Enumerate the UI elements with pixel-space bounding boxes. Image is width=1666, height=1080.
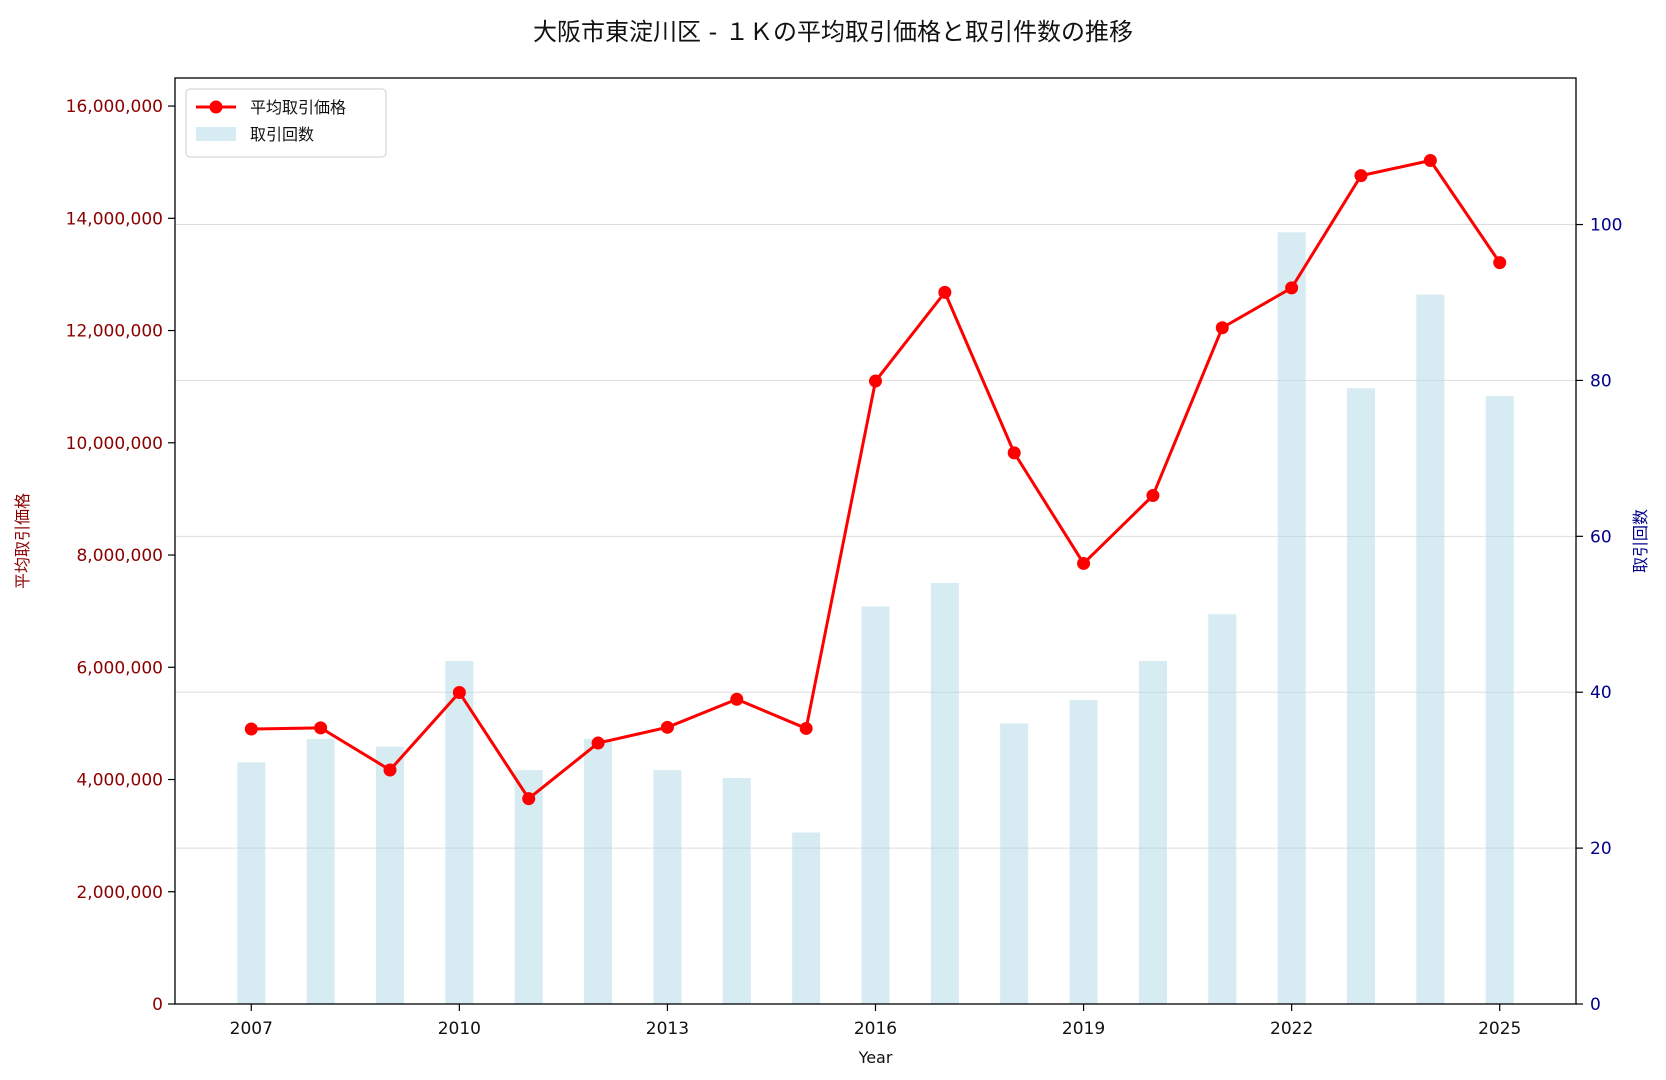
bar-count-2016 xyxy=(861,606,890,1004)
x-tick-label: 2016 xyxy=(854,1019,897,1039)
bar-count-2022 xyxy=(1277,232,1306,1005)
bar-count-2011 xyxy=(514,770,543,1004)
right-tick-label: 100 xyxy=(1590,216,1622,236)
bar-count-2012 xyxy=(584,738,613,1004)
price-point-2013 xyxy=(660,720,674,734)
x-tick-label: 2019 xyxy=(1062,1019,1105,1039)
left-tick-label: 16,000,000 xyxy=(66,97,163,117)
price-point-2014 xyxy=(730,692,744,706)
price-point-2010 xyxy=(452,686,466,700)
bar-count-2020 xyxy=(1138,661,1167,1004)
bar-count-2023 xyxy=(1346,388,1375,1004)
bar-count-2009 xyxy=(376,746,405,1004)
bar-count-2024 xyxy=(1416,294,1445,1004)
price-point-2008 xyxy=(314,721,328,735)
x-axis-label: Year xyxy=(858,1048,893,1067)
left-axis-label: 平均取引価格 xyxy=(13,493,32,589)
price-point-2023 xyxy=(1354,169,1368,183)
price-point-2009 xyxy=(383,763,397,777)
bar-count-2015 xyxy=(792,832,821,1004)
price-point-2018 xyxy=(1007,446,1021,460)
legend-bar-swatch xyxy=(196,127,236,141)
bar-count-2025 xyxy=(1485,396,1514,1004)
bar-count-2007 xyxy=(237,762,266,1004)
right-tick-label: 40 xyxy=(1590,683,1612,703)
right-tick-label: 60 xyxy=(1590,527,1612,547)
legend-label-price: 平均取引価格 xyxy=(250,98,346,117)
legend-label-count: 取引回数 xyxy=(250,125,314,144)
bar-count-2017 xyxy=(930,583,959,1004)
bar-count-2018 xyxy=(1000,723,1029,1004)
x-tick-label: 2022 xyxy=(1270,1019,1313,1039)
price-point-2007 xyxy=(244,722,258,736)
bar-count-2021 xyxy=(1208,614,1237,1004)
left-tick-label: 2,000,000 xyxy=(76,883,163,903)
right-tick-label: 20 xyxy=(1590,839,1612,859)
bar-count-2010 xyxy=(445,661,474,1004)
price-point-2022 xyxy=(1285,281,1299,295)
price-point-2011 xyxy=(522,792,536,806)
x-tick-label: 2007 xyxy=(230,1019,273,1039)
bar-count-2008 xyxy=(306,738,335,1004)
left-tick-label: 10,000,000 xyxy=(66,434,163,454)
right-tick-label: 0 xyxy=(1590,995,1601,1015)
right-tick-label: 80 xyxy=(1590,371,1612,391)
x-tick-label: 2010 xyxy=(438,1019,481,1039)
chart-title: 大阪市東淀川区 - １Ｋの平均取引価格と取引件数の推移 xyxy=(533,18,1133,46)
price-point-2025 xyxy=(1493,256,1507,270)
left-tick-label: 14,000,000 xyxy=(66,209,163,229)
price-point-2020 xyxy=(1146,489,1160,503)
x-tick-label: 2013 xyxy=(646,1019,689,1039)
price-point-2016 xyxy=(869,374,882,388)
left-tick-label: 8,000,000 xyxy=(76,546,163,566)
price-point-2019 xyxy=(1077,556,1091,570)
bar-count-2019 xyxy=(1069,700,1098,1004)
bar-count-2013 xyxy=(653,770,682,1004)
left-tick-label: 12,000,000 xyxy=(66,322,163,342)
left-tick-label: 0 xyxy=(152,995,163,1015)
x-tick-label: 2025 xyxy=(1478,1019,1521,1039)
price-point-2015 xyxy=(799,721,813,735)
price-point-2017 xyxy=(938,285,952,299)
right-axis-label: 取引回数 xyxy=(1631,509,1650,573)
price-point-2024 xyxy=(1423,153,1437,167)
left-tick-label: 4,000,000 xyxy=(76,771,163,791)
left-tick-label: 6,000,000 xyxy=(76,658,163,678)
legend-marker-swatch xyxy=(209,100,223,114)
bar-count-2014 xyxy=(722,777,751,1004)
price-point-2012 xyxy=(591,736,605,750)
price-point-2021 xyxy=(1215,321,1229,335)
